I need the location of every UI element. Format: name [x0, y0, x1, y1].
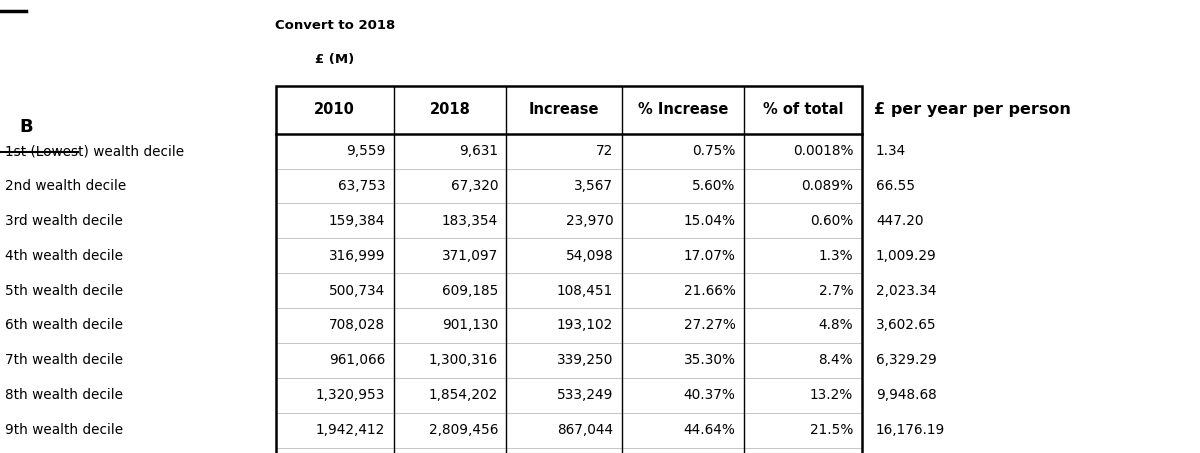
Text: 9th wealth decile: 9th wealth decile [5, 423, 122, 437]
Text: 901,130: 901,130 [442, 318, 498, 333]
Text: 3rd wealth decile: 3rd wealth decile [5, 214, 122, 228]
Text: 2,023.34: 2,023.34 [876, 284, 936, 298]
Text: 1,320,953: 1,320,953 [316, 388, 385, 402]
Text: 17.07%: 17.07% [684, 249, 736, 263]
Text: £ (M): £ (M) [316, 53, 354, 66]
Text: 44.64%: 44.64% [684, 423, 736, 437]
Text: 5.60%: 5.60% [692, 179, 736, 193]
Text: 23,970: 23,970 [565, 214, 613, 228]
Text: 961,066: 961,066 [329, 353, 385, 367]
Text: 0.75%: 0.75% [692, 144, 736, 158]
Text: 4th wealth decile: 4th wealth decile [5, 249, 122, 263]
Text: 3,602.65: 3,602.65 [876, 318, 937, 333]
Text: 2018: 2018 [430, 102, 470, 117]
Text: 13.2%: 13.2% [810, 388, 853, 402]
Text: 5th wealth decile: 5th wealth decile [5, 284, 122, 298]
Text: 16,176.19: 16,176.19 [876, 423, 946, 437]
Text: 7th wealth decile: 7th wealth decile [5, 353, 122, 367]
Text: % Increase: % Increase [637, 102, 728, 117]
Text: 609,185: 609,185 [442, 284, 498, 298]
Text: 1,854,202: 1,854,202 [428, 388, 498, 402]
Text: 500,734: 500,734 [329, 284, 385, 298]
Text: 159,384: 159,384 [329, 214, 385, 228]
Text: 2,809,456: 2,809,456 [428, 423, 498, 437]
Text: 1st (Lowest) wealth decile: 1st (Lowest) wealth decile [5, 144, 184, 158]
Text: 21.5%: 21.5% [810, 423, 853, 437]
Text: 1,009.29: 1,009.29 [876, 249, 937, 263]
Text: 371,097: 371,097 [442, 249, 498, 263]
Text: 35.30%: 35.30% [684, 353, 736, 367]
Text: 6th wealth decile: 6th wealth decile [5, 318, 122, 333]
Text: 2nd wealth decile: 2nd wealth decile [5, 179, 126, 193]
Text: 8th wealth decile: 8th wealth decile [5, 388, 122, 402]
Text: 708,028: 708,028 [329, 318, 385, 333]
Text: 54,098: 54,098 [565, 249, 613, 263]
Text: 9,631: 9,631 [460, 144, 498, 158]
Text: 2010: 2010 [314, 102, 355, 117]
Text: 2.7%: 2.7% [818, 284, 853, 298]
Text: 9,948.68: 9,948.68 [876, 388, 937, 402]
Text: 72: 72 [596, 144, 613, 158]
Text: 1,300,316: 1,300,316 [428, 353, 498, 367]
Bar [276, 86, 862, 453]
Text: 21.66%: 21.66% [684, 284, 736, 298]
Text: 6,329.29: 6,329.29 [876, 353, 937, 367]
Text: 67,320: 67,320 [450, 179, 498, 193]
Text: B: B [19, 118, 32, 136]
Text: 1.3%: 1.3% [818, 249, 853, 263]
Text: 15.04%: 15.04% [684, 214, 736, 228]
Text: Convert to 2018: Convert to 2018 [275, 19, 395, 32]
Text: 447.20: 447.20 [876, 214, 924, 228]
Text: 66.55: 66.55 [876, 179, 916, 193]
Text: Increase: Increase [529, 102, 599, 117]
Text: 533,249: 533,249 [557, 388, 613, 402]
Text: % of total: % of total [762, 102, 844, 117]
Text: 316,999: 316,999 [329, 249, 385, 263]
Text: 0.60%: 0.60% [810, 214, 853, 228]
Text: 63,753: 63,753 [337, 179, 385, 193]
Text: 867,044: 867,044 [557, 423, 613, 437]
Text: 193,102: 193,102 [557, 318, 613, 333]
Text: 0.0018%: 0.0018% [793, 144, 853, 158]
Text: 9,559: 9,559 [346, 144, 385, 158]
Text: 1.34: 1.34 [876, 144, 906, 158]
Text: 3,567: 3,567 [575, 179, 613, 193]
Text: 4.8%: 4.8% [818, 318, 853, 333]
Text: 0.089%: 0.089% [802, 179, 853, 193]
Text: 108,451: 108,451 [557, 284, 613, 298]
Text: 1,942,412: 1,942,412 [316, 423, 385, 437]
Text: 183,354: 183,354 [442, 214, 498, 228]
Text: 40.37%: 40.37% [684, 388, 736, 402]
Text: 339,250: 339,250 [557, 353, 613, 367]
Text: 27.27%: 27.27% [684, 318, 736, 333]
Text: 8.4%: 8.4% [818, 353, 853, 367]
Text: £ per year per person: £ per year per person [874, 102, 1070, 117]
